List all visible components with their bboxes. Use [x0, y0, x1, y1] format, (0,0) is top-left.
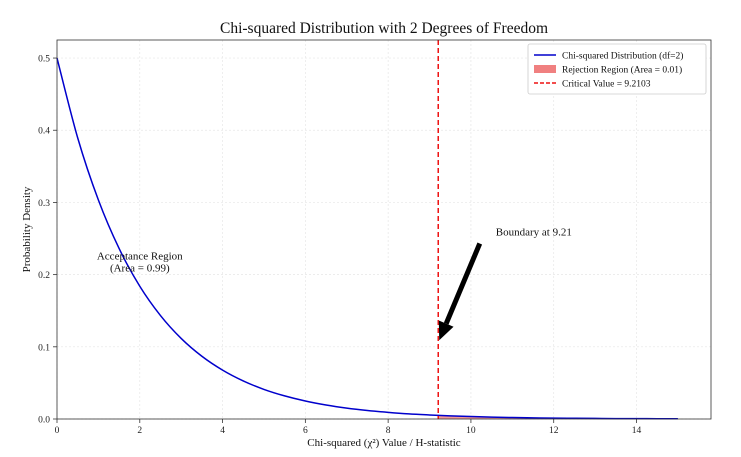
boundary-arrow-shaft [443, 242, 483, 325]
acceptance-annotation: Acceptance Region (Area = 0.99) [97, 251, 183, 275]
rejection-region-layer [438, 415, 678, 419]
y-tick-label-0: 0.0 [38, 416, 50, 426]
x-tick-label-0: 0 [55, 426, 60, 436]
x-axis-label: Chi-squared (χ²) Value / H-statistic [307, 437, 461, 449]
rejection-region [438, 415, 678, 419]
plot-frame [56, 39, 712, 420]
acceptance-label: Acceptance Region [97, 251, 183, 263]
y-tick-label-1: 0.1 [38, 343, 50, 353]
x-tick-label-4: 8 [386, 426, 391, 436]
boundary-annotation: Boundary at 9.21 [438, 227, 572, 341]
y-tick-label-2: 0.2 [38, 271, 50, 281]
y-tick-label-4: 0.4 [38, 127, 50, 137]
x-tick-label-6: 12 [549, 426, 559, 436]
legend-entry-rejection: Rejection Region (Area = 0.01) [562, 65, 682, 76]
series-line-chi-squared [56, 57, 678, 420]
x-tick-label-2: 4 [220, 426, 225, 436]
x-tick-label-1: 2 [137, 426, 142, 436]
x-tick-label-5: 10 [466, 426, 476, 436]
axis-ticks: 0 2 4 6 8 10 12 14 0.0 0.1 0.2 0.3 0.4 0.5 [38, 55, 641, 436]
legend-swatch-rejection [534, 65, 556, 73]
legend-box [527, 43, 707, 95]
y-tick-label-3: 0.3 [38, 199, 50, 209]
boundary-label: Boundary at 9.21 [496, 227, 572, 239]
legend: Chi-squared Distribution (df=2) Rejectio… [527, 43, 707, 95]
chart-title: Chi-squared Distribution with 2 Degrees … [220, 20, 548, 37]
acceptance-area-label: (Area = 0.99) [110, 263, 170, 275]
x-tick-label-3: 6 [303, 426, 308, 436]
curve-layer [56, 57, 678, 420]
grid-lines [56, 40, 711, 420]
y-tick-label-5: 0.5 [38, 55, 50, 65]
legend-entry-critical: Critical Value = 9.2103 [562, 80, 651, 90]
x-tick-label-7: 14 [632, 426, 642, 436]
legend-entry-curve: Chi-squared Distribution (df=2) [562, 51, 683, 62]
boundary-arrow-head [438, 320, 454, 341]
y-axis-label: Probability Density [21, 186, 33, 272]
